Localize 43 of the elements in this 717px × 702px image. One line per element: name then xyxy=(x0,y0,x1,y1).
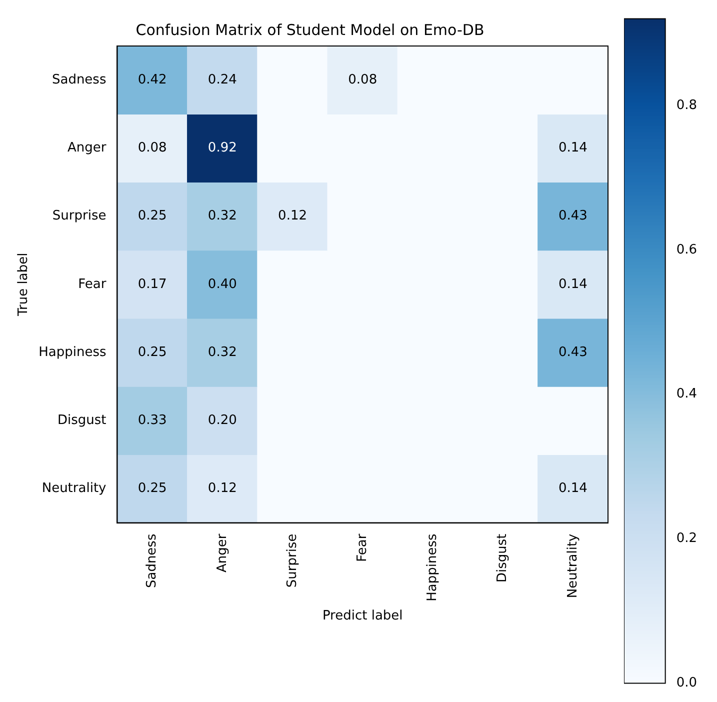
data-label: 0.12 xyxy=(208,481,237,496)
x-tick-label: Sadness xyxy=(144,534,160,588)
color-bar-label: 0.0 xyxy=(676,676,698,691)
y-tick-label: Neutrality xyxy=(42,481,107,496)
data-label: 0.92 xyxy=(208,140,237,156)
data-label: 0.25 xyxy=(138,481,167,496)
data-label: 0.25 xyxy=(138,208,167,224)
data-label: 0.32 xyxy=(208,208,237,224)
color-bar-label: 0.8 xyxy=(676,98,698,113)
data-label: 0.20 xyxy=(208,412,237,428)
data-label: 0.32 xyxy=(208,344,237,360)
data-label: 0.17 xyxy=(138,276,167,292)
data-label: 0.42 xyxy=(138,72,167,88)
y-tick-label: Fear xyxy=(78,276,107,292)
y-tick-label: Anger xyxy=(68,140,107,156)
y-axis-title: True label xyxy=(16,252,32,317)
data-label: 0.08 xyxy=(348,72,378,88)
x-tick-label: Fear xyxy=(354,533,370,562)
data-label: 0.25 xyxy=(138,344,167,360)
x-tick-label: Neutrality xyxy=(565,533,580,598)
data-label: 0.33 xyxy=(138,412,167,428)
color-bar-label: 0.2 xyxy=(676,531,698,546)
chart-title: Confusion Matrix of Student Model on Emo-DB xyxy=(136,20,484,39)
y-tick-label: Surprise xyxy=(52,208,106,224)
x-tick-label: Surprise xyxy=(284,534,300,588)
color-bar-label: 0.6 xyxy=(676,242,698,258)
data-label: 0.43 xyxy=(558,344,588,360)
data-label: 0.14 xyxy=(558,140,588,156)
data-label: 0.08 xyxy=(138,140,167,156)
x-tick-label: Anger xyxy=(214,533,230,572)
data-label: 0.40 xyxy=(208,276,237,292)
y-tick-label: Happiness xyxy=(38,344,106,360)
x-tick-label: Happiness xyxy=(425,534,440,602)
data-label: 0.12 xyxy=(278,208,307,224)
data-label: 0.43 xyxy=(558,208,588,224)
data-label: 0.24 xyxy=(208,72,237,88)
y-tick-label: Sadness xyxy=(52,72,106,88)
x-axis-title: Predict label xyxy=(322,608,403,624)
color-bar-label: 0.4 xyxy=(676,386,698,402)
data-label: 0.14 xyxy=(558,481,588,496)
y-tick-label: Disgust xyxy=(57,412,106,428)
data-label: 0.14 xyxy=(558,276,588,292)
x-tick-label: Disgust xyxy=(495,534,510,583)
